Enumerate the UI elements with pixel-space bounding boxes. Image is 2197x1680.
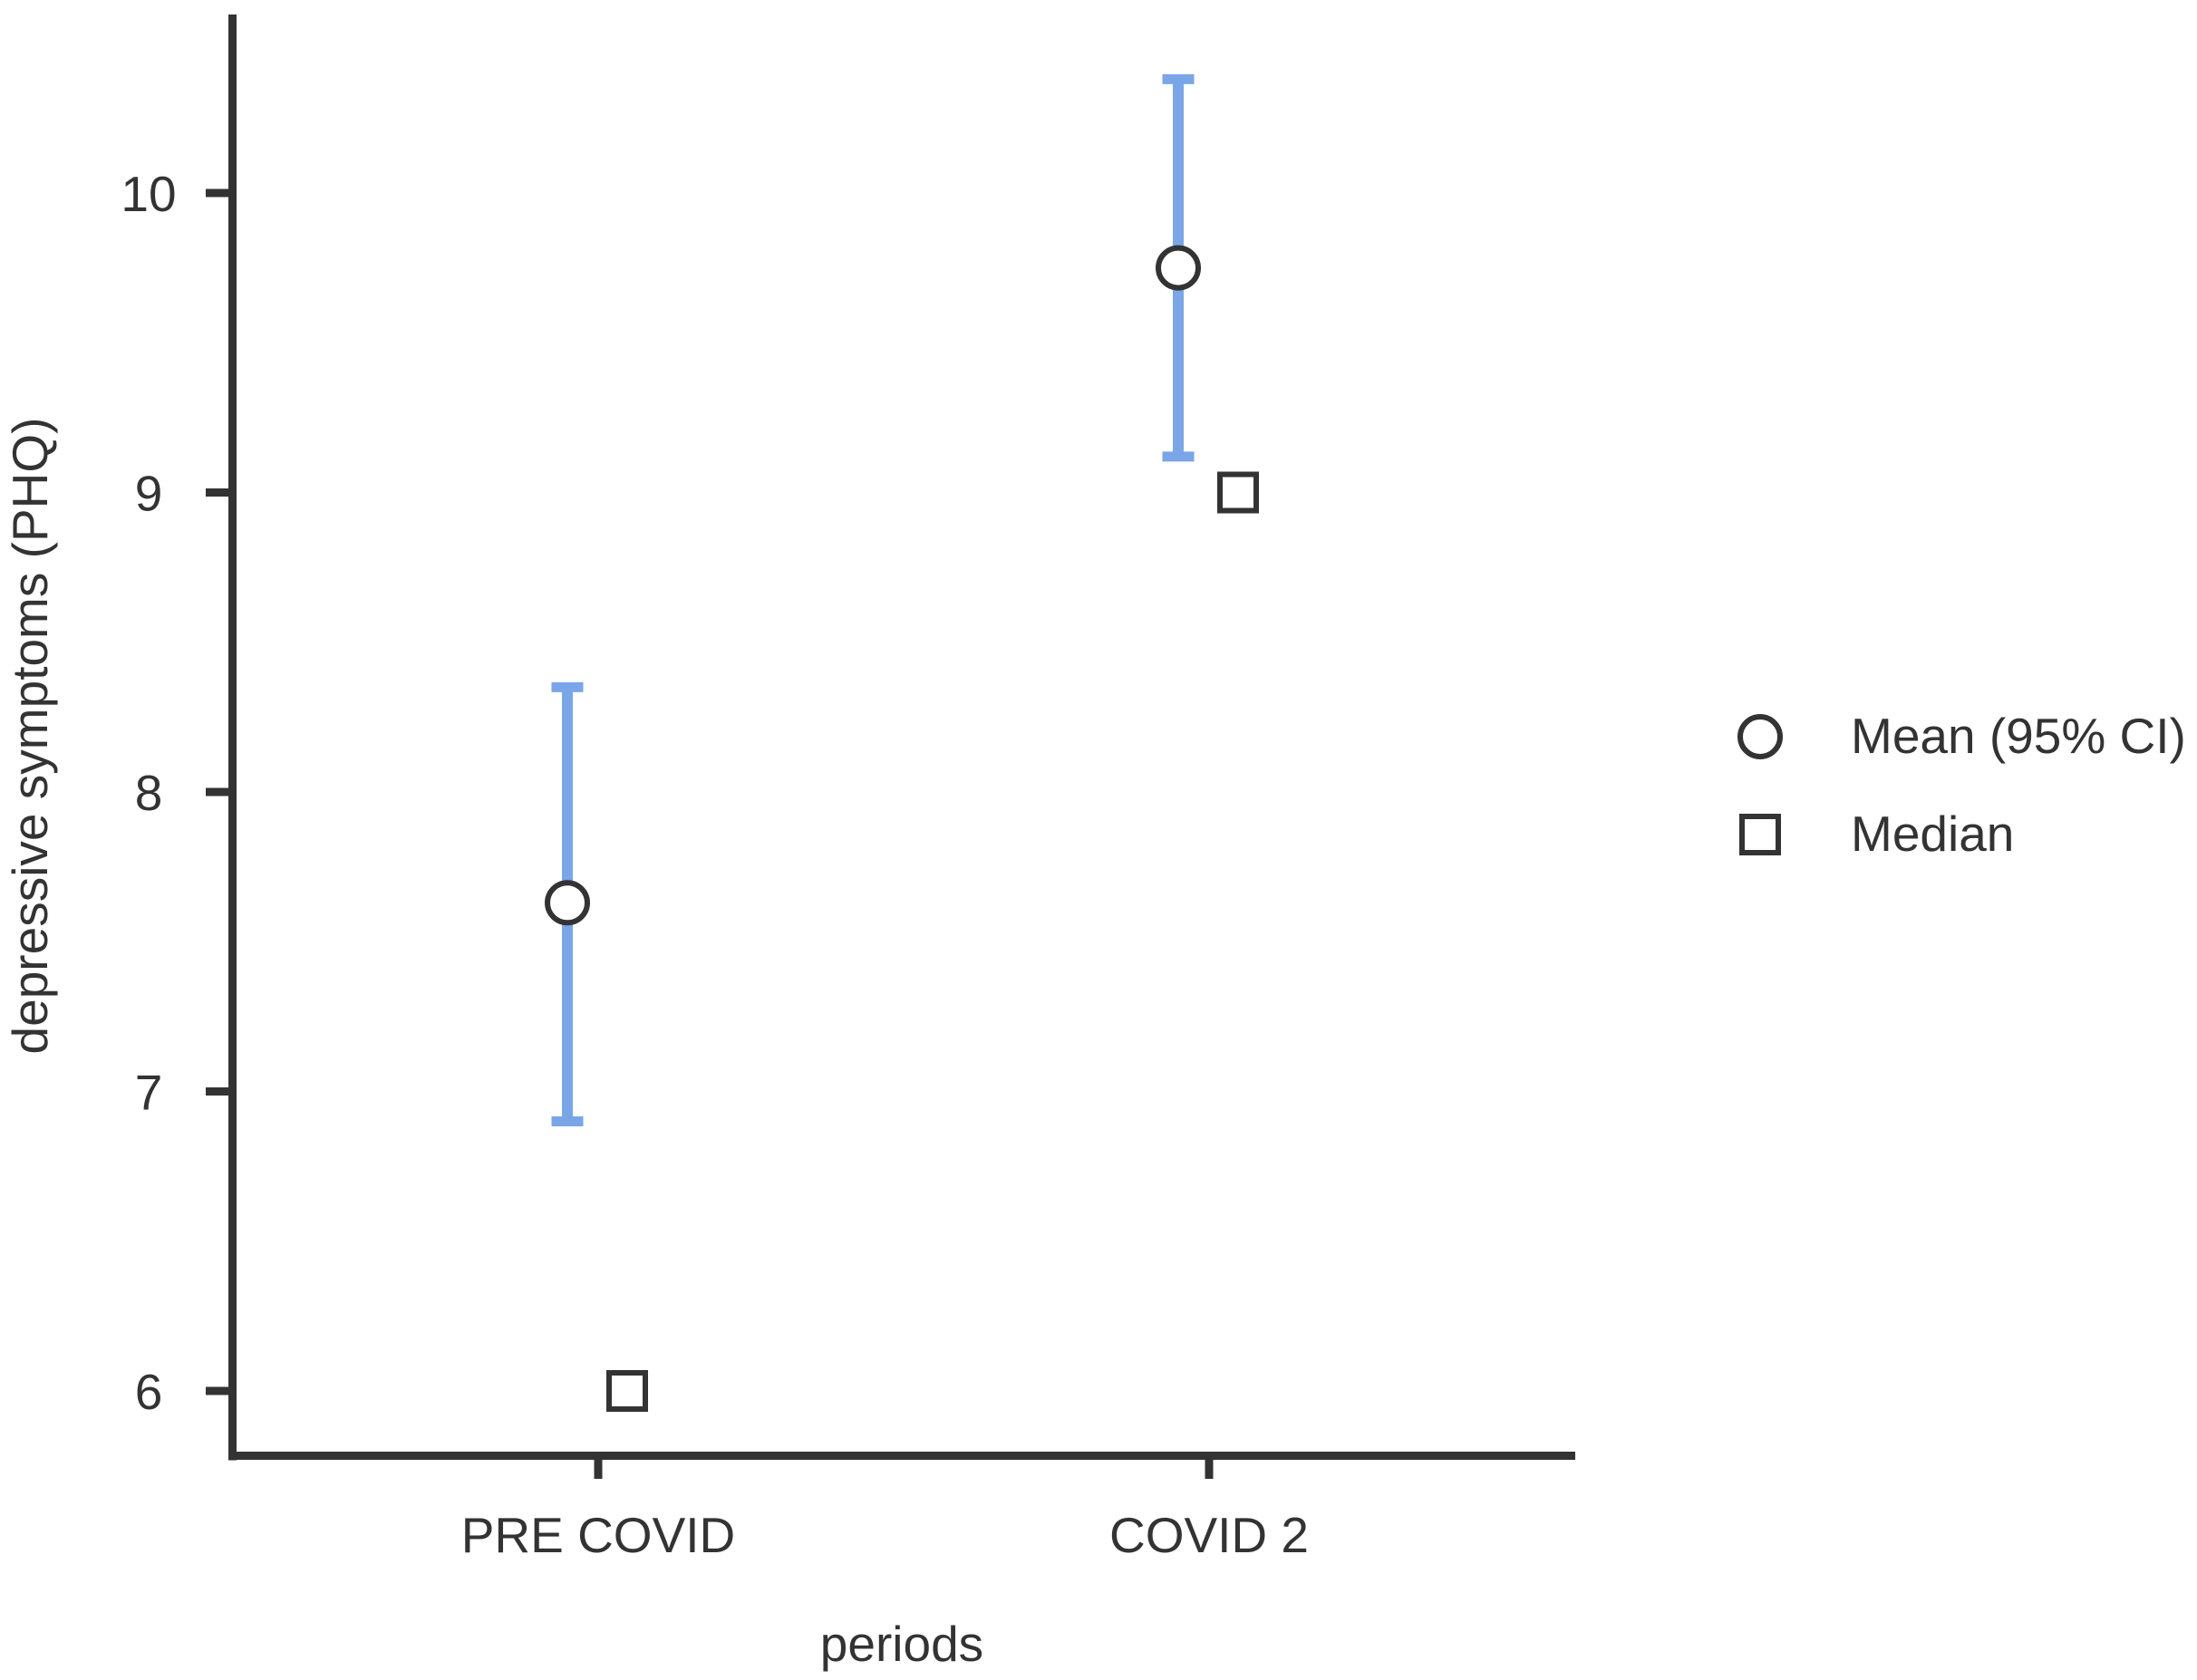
- mean-marker-0: [545, 880, 590, 926]
- legend-median-square-icon: [1739, 814, 1781, 855]
- legend-mean-label: Mean (95% CI): [1851, 708, 2186, 764]
- y-tick-label-2: 8: [135, 765, 163, 821]
- x-category-label-0: PRE COVID: [461, 1507, 736, 1563]
- mean-marker-1: [1156, 245, 1201, 291]
- y-tick-label-4: 10: [121, 166, 176, 222]
- legend-mean-circle-icon: [1737, 714, 1783, 759]
- y-axis-title: depressive symptoms (PHQ): [2, 418, 58, 1055]
- y-tick-label-1: 7: [135, 1065, 163, 1121]
- legend-median-label: Median: [1851, 806, 2014, 862]
- median-marker-1: [1217, 471, 1259, 514]
- y-tick-label-0: 6: [135, 1364, 163, 1420]
- y-tick-label-3: 9: [135, 466, 163, 522]
- x-category-label-1: COVID 2: [1109, 1507, 1309, 1563]
- x-axis-title: periods: [820, 1616, 983, 1672]
- median-marker-0: [606, 1370, 648, 1412]
